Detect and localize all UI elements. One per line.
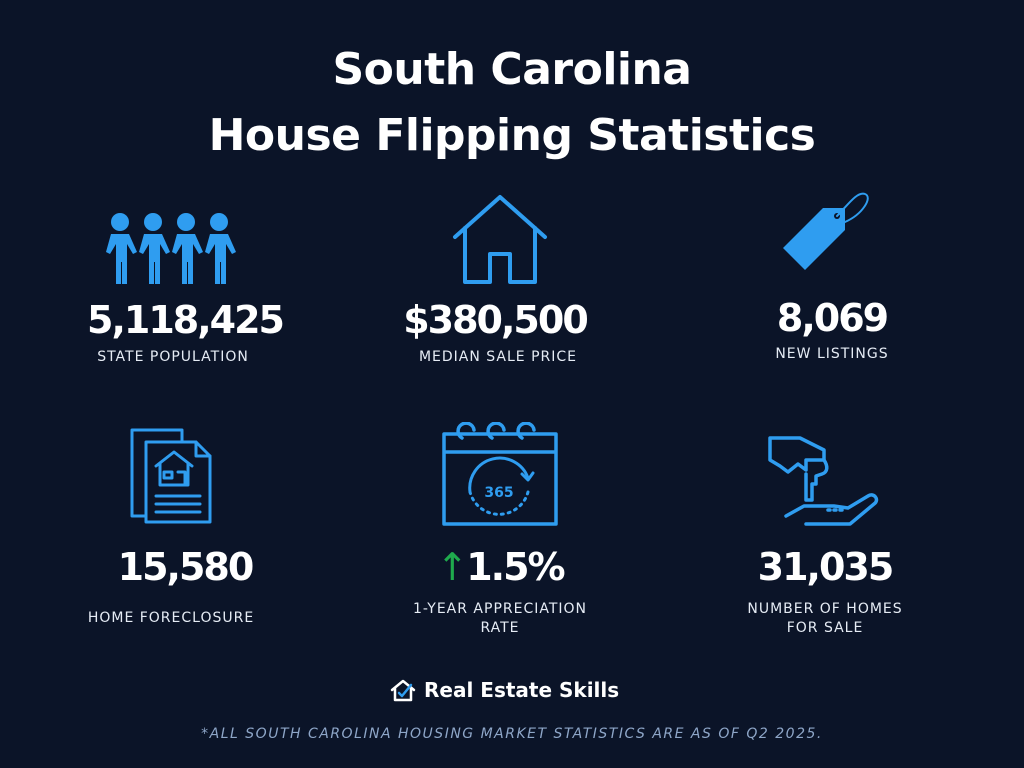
title-line-1: South Carolina: [332, 44, 692, 95]
logo-text: Real Estate Skills: [424, 678, 620, 702]
stat-label-foreclosure: HOME FORECLOSURE: [87, 610, 255, 626]
price-tag-icon: [783, 192, 869, 270]
stat-label-median-price: MEDIAN SALE PRICE: [418, 349, 578, 365]
stat-value-population: 5,118,425: [87, 298, 285, 342]
stat-value-median-price: $380,500: [403, 298, 589, 342]
document-house-icon: [130, 428, 212, 524]
label-line-2: RATE: [480, 620, 520, 636]
stat-label-homes-for-sale: NUMBER OF HOMES FOR SALE: [675, 600, 975, 638]
brand-logo: Real Estate Skills: [390, 678, 619, 702]
calendar-text: 365: [484, 485, 513, 501]
stat-label-population: STATE POPULATION: [97, 349, 249, 365]
stat-value-foreclosure: 15,580: [117, 545, 255, 589]
footnote: *ALL SOUTH CAROLINA HOUSING MARKET STATI…: [201, 726, 823, 742]
appreciation-value: 1.5%: [466, 545, 565, 589]
house-icon: [453, 195, 547, 284]
people-icon: [106, 213, 236, 284]
stat-value-homes-for-sale: 31,035: [757, 545, 895, 589]
stat-value-appreciation: ↑1.5%: [330, 545, 670, 589]
stat-label-appreciation: 1-YEAR APPRECIATION RATE: [350, 600, 650, 638]
house-check-logo-icon: [390, 679, 416, 702]
calendar-365-icon: 365: [442, 422, 558, 526]
label-line-1: NUMBER OF HOMES: [747, 601, 903, 617]
title-line-2: House Flipping Statistics: [208, 110, 816, 161]
key-hand-icon: [768, 436, 879, 526]
stat-label-new-listings: NEW LISTINGS: [775, 346, 889, 362]
label-line-1: 1-YEAR APPRECIATION: [412, 601, 588, 617]
up-arrow-icon: ↑: [436, 545, 468, 589]
label-line-2: FOR SALE: [786, 620, 864, 636]
stat-value-new-listings: 8,069: [776, 296, 889, 340]
